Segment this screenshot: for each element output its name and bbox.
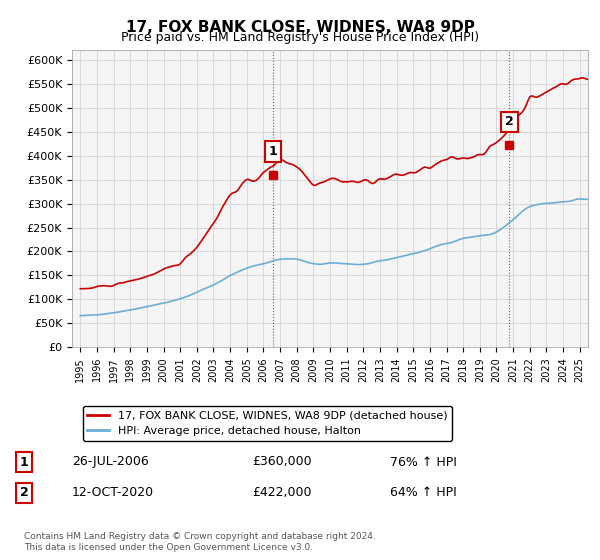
Text: £360,000: £360,000 xyxy=(252,455,311,469)
Text: 2: 2 xyxy=(505,115,514,128)
Text: 17, FOX BANK CLOSE, WIDNES, WA8 9DP: 17, FOX BANK CLOSE, WIDNES, WA8 9DP xyxy=(125,20,475,35)
Text: 1: 1 xyxy=(269,145,277,158)
Legend: 17, FOX BANK CLOSE, WIDNES, WA8 9DP (detached house), HPI: Average price, detach: 17, FOX BANK CLOSE, WIDNES, WA8 9DP (det… xyxy=(83,406,452,441)
Text: Contains HM Land Registry data © Crown copyright and database right 2024.
This d: Contains HM Land Registry data © Crown c… xyxy=(24,532,376,552)
Text: 1: 1 xyxy=(20,455,28,469)
Text: £422,000: £422,000 xyxy=(252,486,311,500)
Text: 26-JUL-2006: 26-JUL-2006 xyxy=(72,455,149,469)
Text: 76% ↑ HPI: 76% ↑ HPI xyxy=(390,455,457,469)
Text: 12-OCT-2020: 12-OCT-2020 xyxy=(72,486,154,500)
Text: 2: 2 xyxy=(20,486,28,500)
Text: Price paid vs. HM Land Registry's House Price Index (HPI): Price paid vs. HM Land Registry's House … xyxy=(121,31,479,44)
Text: 64% ↑ HPI: 64% ↑ HPI xyxy=(390,486,457,500)
